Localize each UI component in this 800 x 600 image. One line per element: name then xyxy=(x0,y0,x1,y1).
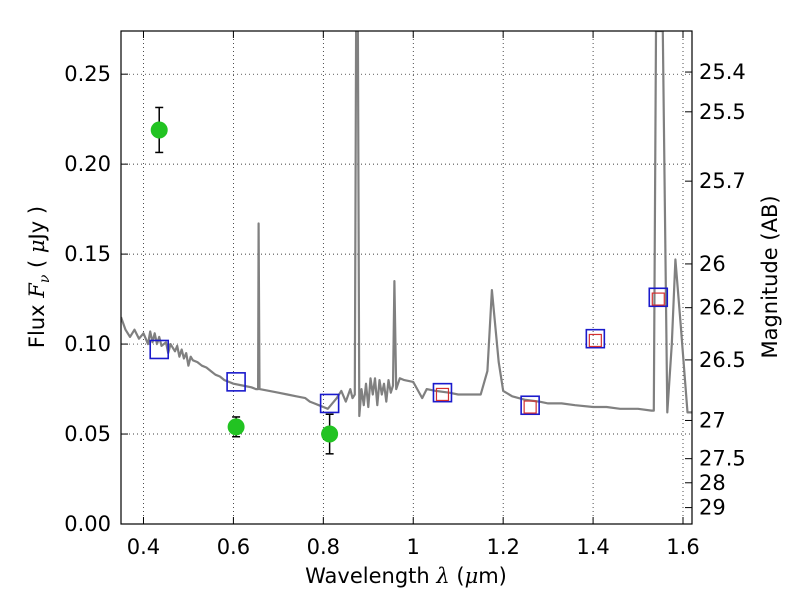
x-tick-label: 1 xyxy=(407,535,420,559)
plot-area xyxy=(121,31,692,455)
ticks: 0.4 0.6 0.8 1 1.2 1.4 1.6 0.00 0.05 0.10 0.15 0.20 0… xyxy=(64,31,746,559)
y-axis-label-mu: μ xyxy=(25,239,49,253)
model-box-marker xyxy=(648,287,669,308)
y-tick-label: 0.25 xyxy=(64,62,111,86)
model-box-marker xyxy=(319,393,340,414)
x-tick-label: 0.4 xyxy=(127,535,160,559)
model-box-marker xyxy=(226,372,246,392)
y-axis-label-unit: Jy ) xyxy=(25,206,49,242)
x-axis-label-prefix: Wavelength xyxy=(305,564,436,588)
mag-tick-label: 27 xyxy=(699,408,726,432)
x-axis-label-suffix: ( xyxy=(450,564,465,588)
model-box-marker xyxy=(149,339,170,360)
y-axis-label-mid: ( xyxy=(25,253,49,275)
y-tick-label: 0.10 xyxy=(64,332,111,356)
x-tick-label: 1.2 xyxy=(486,535,519,559)
fit-box-marker xyxy=(651,292,665,306)
mag-tick-label: 25.5 xyxy=(699,100,746,124)
x-axis-label: Wavelength λ (μm) xyxy=(305,564,507,588)
mag-tick-label: 26.2 xyxy=(699,296,746,320)
x-axis-label-unit: m) xyxy=(478,564,507,588)
plot-frame xyxy=(120,30,693,525)
x-tick-label: 0.6 xyxy=(217,535,250,559)
observed-point xyxy=(321,425,339,443)
fit-box-marker xyxy=(435,387,450,402)
mag-tick-label: 29 xyxy=(699,496,726,520)
fit-box-marker xyxy=(588,333,602,348)
model-box-marker xyxy=(585,328,606,349)
mag-tick-label: 28 xyxy=(699,471,726,495)
fit-box-marker xyxy=(523,400,537,414)
mag-tick-label: 25.4 xyxy=(699,60,746,84)
y-axis-label: Flux Fν ( μJy ) xyxy=(25,206,53,348)
x-tick-label: 1.6 xyxy=(666,535,699,559)
grid xyxy=(121,31,692,524)
mag-tick-label: 26.5 xyxy=(699,348,746,372)
y-axis-label-nu: ν xyxy=(37,274,53,283)
x-tick-label: 0.8 xyxy=(307,535,340,559)
observed-point xyxy=(227,418,245,436)
y-tick-label: 0.05 xyxy=(64,422,111,446)
mag-tick-label: 27.5 xyxy=(699,447,746,471)
y-tick-label: 0.00 xyxy=(64,512,111,536)
y-axis-label-prefix: Flux xyxy=(25,298,49,348)
x-tick-label: 1.4 xyxy=(576,535,609,559)
model-box-marker xyxy=(520,395,540,416)
y-tick-label: 0.20 xyxy=(64,152,111,176)
observed-point xyxy=(150,121,168,139)
model-spectrum-line xyxy=(121,31,692,418)
model-box-marker xyxy=(432,382,453,403)
x-axis-label-lambda: λ xyxy=(435,564,449,588)
mag-tick-label: 25.7 xyxy=(699,169,746,193)
y-axis-label-F: F xyxy=(25,282,49,299)
mag-tick-label: 26 xyxy=(699,252,726,276)
y-tick-label: 0.15 xyxy=(64,242,111,266)
x-axis-label-mu: μ xyxy=(465,564,479,588)
y2-axis-label: Magnitude (AB) xyxy=(758,195,782,358)
